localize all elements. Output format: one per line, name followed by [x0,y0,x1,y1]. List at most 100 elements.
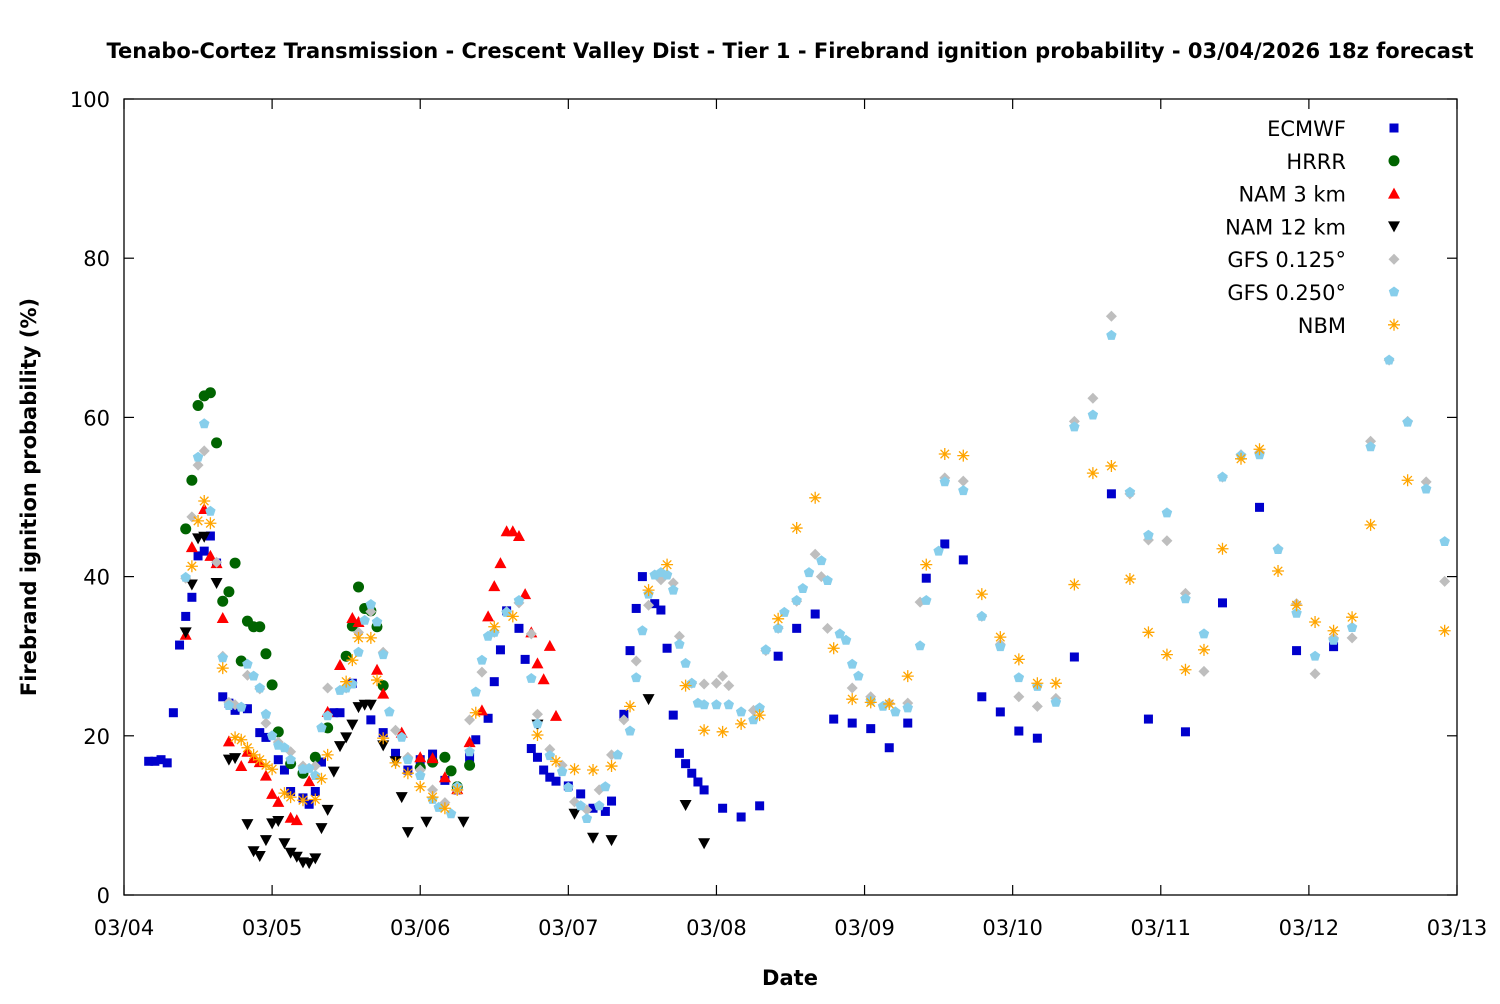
data-point [253,850,266,862]
data-point [661,569,673,580]
data-point [976,610,987,621]
data-point [365,599,377,609]
data-point [938,448,951,461]
data-point [236,701,247,712]
data-point [693,777,703,787]
data-point [754,702,765,713]
data-point [346,719,359,731]
data-point [1068,578,1081,591]
data-point [537,673,550,685]
data-point [364,699,377,711]
data-point [1309,668,1321,680]
data-point [748,714,759,725]
data-point [310,787,320,797]
data-point [531,657,544,669]
series-nam-12-km [179,531,711,870]
data-marks [144,310,1451,870]
data-point [1087,392,1099,404]
data-point [377,732,390,745]
data-point [204,549,217,561]
data-point [266,787,279,799]
data-point [476,666,488,678]
data-point [631,672,642,683]
data-point [1402,416,1413,427]
data-point [247,846,260,858]
x-tick-label: 03/07 [538,916,599,940]
data-point [791,595,802,605]
data-point [698,838,711,850]
data-point [464,759,476,771]
data-point [846,682,858,694]
data-point [353,581,365,593]
data-point [563,782,574,792]
data-point [378,649,389,660]
data-point [668,710,678,720]
data-point [1365,441,1376,452]
data-point [957,475,969,487]
data-point [792,623,802,633]
data-point [322,710,333,721]
data-point [673,630,685,642]
legend-marker [1388,155,1400,167]
data-point [576,789,586,799]
data-point [1383,354,1395,365]
data-point [630,655,642,667]
data-point [1327,624,1340,637]
data-point [229,731,242,744]
data-point [1106,489,1116,499]
data-point [230,705,240,715]
data-point [259,759,272,772]
data-point [1160,648,1173,661]
data-point [607,796,617,806]
data-point [303,775,316,787]
data-point [661,558,674,571]
data-point [1216,542,1229,555]
data-point [1086,467,1099,480]
data-point [680,657,691,668]
data-point [377,687,390,699]
data-point [321,748,334,761]
series-gfs-0-125- [180,310,1451,816]
data-point [790,522,803,535]
series-nbm [185,443,1451,815]
data-point [414,751,427,763]
data-point [1272,565,1285,578]
data-point [1143,529,1154,540]
data-point [531,708,543,720]
data-point [1328,634,1339,645]
data-point [513,595,525,605]
data-point [272,815,285,827]
data-point [736,812,746,822]
data-point [890,706,901,717]
data-point [958,555,968,565]
data-point [995,707,1005,717]
legend-label: ECMWF [1267,117,1346,141]
data-point [426,791,439,804]
data-point [735,717,748,730]
data-point [1013,672,1025,683]
data-point [568,763,581,776]
data-point [995,641,1006,652]
legend-marker [1388,187,1400,199]
data-point [229,557,241,569]
data-point [1309,615,1322,628]
data-point [532,718,543,729]
data-point [1198,665,1210,677]
data-point [975,588,988,601]
data-point [144,756,154,766]
data-point [1420,476,1432,488]
legend-marker [1388,318,1400,331]
data-point [426,752,439,764]
data-point [903,718,913,728]
data-point [864,696,877,709]
data-point [1124,486,1136,497]
data-point [1291,607,1302,618]
data-point [816,555,827,566]
data-point [211,556,223,568]
data-point [531,729,544,742]
data-point [162,758,172,768]
data-point [217,595,229,607]
data-point [1105,310,1117,322]
data-point [1180,593,1191,604]
